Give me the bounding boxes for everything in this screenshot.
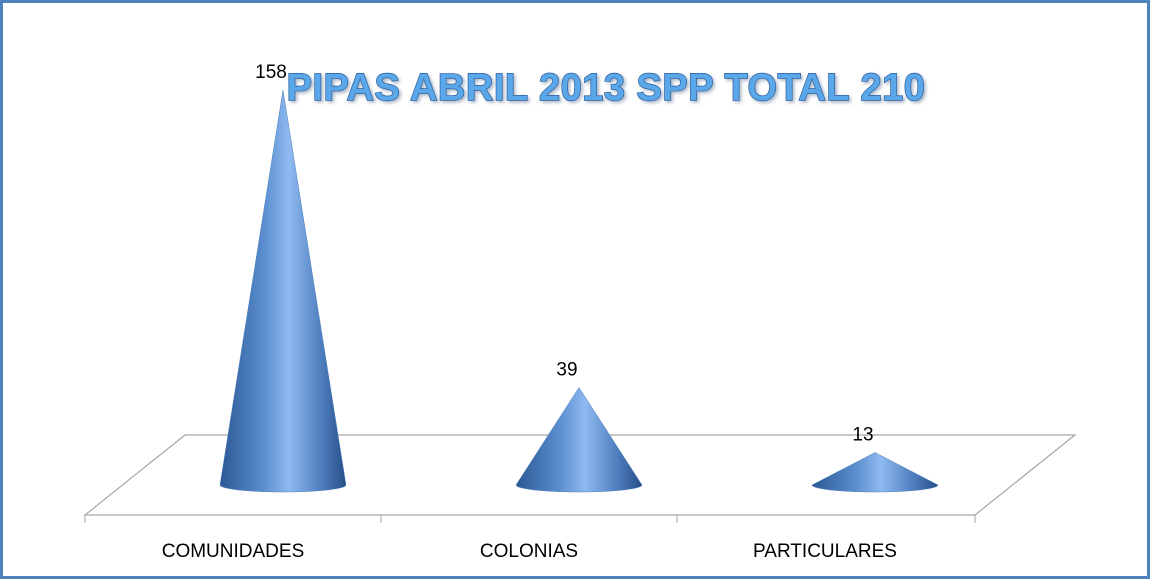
x-tick-label: PARTICULARES [753,541,897,562]
floor-plane [83,434,1077,516]
x-tick-label: COLONIAS [480,541,578,562]
cone [219,89,347,493]
chart-title: PIPAS ABRIL 2013 SPP TOTAL 210 [287,67,926,109]
value-label: 39 [556,360,577,381]
x-tick-label: COMUNIDADES [162,541,305,562]
value-label: 13 [852,425,873,446]
cone [811,452,939,493]
value-label: 158 [255,62,287,83]
floor [83,434,1077,523]
cone [515,387,643,493]
